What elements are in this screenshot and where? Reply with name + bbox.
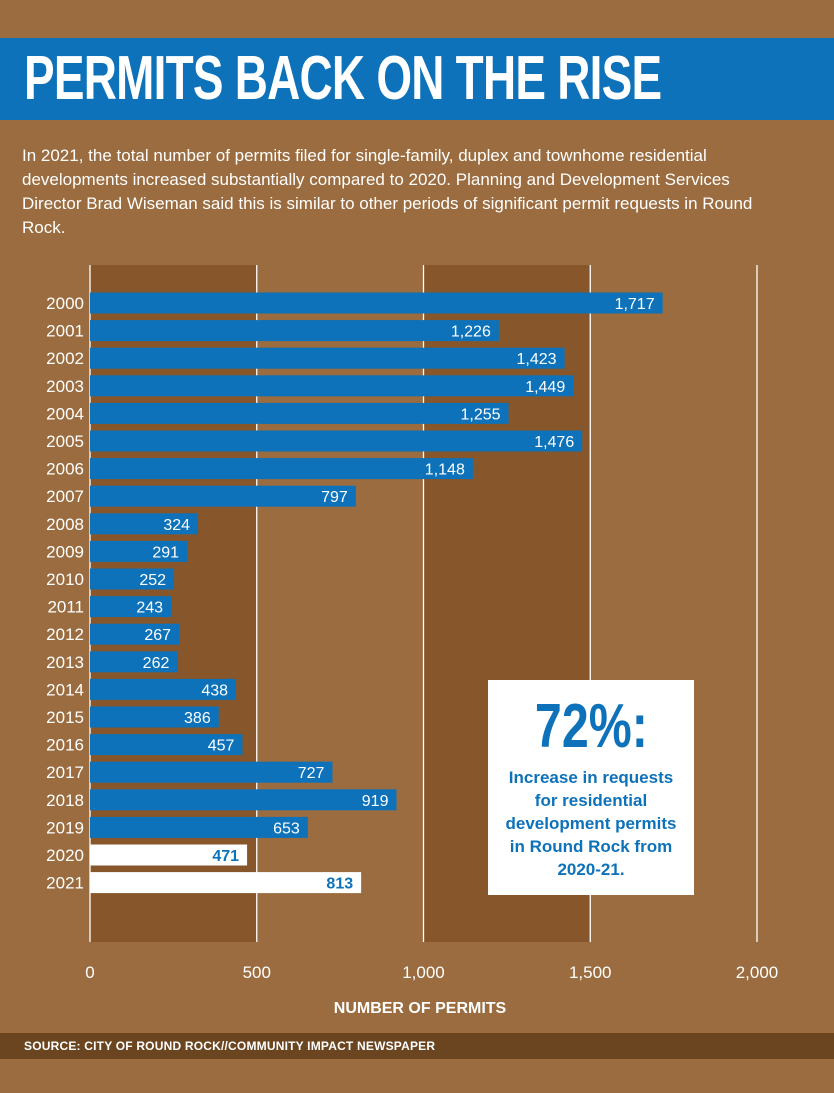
y-tick-label: 2021: [46, 874, 84, 893]
bar: [90, 623, 180, 645]
data-label: 1,148: [425, 462, 465, 479]
bar: [90, 568, 175, 590]
x-axis-title: NUMBER OF PERMITS: [334, 1000, 507, 1017]
data-label: 243: [136, 600, 163, 617]
bar: [90, 320, 499, 342]
data-label: 252: [139, 572, 166, 589]
y-tick-label: 2005: [46, 432, 84, 451]
y-tick-label: 2000: [46, 294, 84, 313]
data-label: 324: [163, 517, 190, 534]
bar: [90, 651, 178, 673]
x-tick-label: 0: [85, 963, 94, 982]
data-label: 1,255: [460, 406, 500, 423]
y-tick-label: 2003: [46, 377, 84, 396]
y-tick-label: 2019: [46, 818, 84, 837]
intro-text: In 2021, the total number of permits fil…: [22, 146, 753, 237]
title-band: [0, 38, 834, 120]
bar: [90, 734, 243, 756]
data-label: 1,423: [517, 351, 557, 368]
bar: [90, 485, 356, 507]
bar: [90, 540, 188, 562]
bar: [90, 872, 362, 894]
data-label: 457: [208, 738, 235, 755]
x-tick-label: 500: [243, 963, 271, 982]
bar: [90, 292, 663, 314]
y-tick-label: 2020: [46, 846, 84, 865]
bar: [90, 513, 199, 535]
source-band: [0, 1033, 834, 1059]
bar: [90, 816, 308, 838]
data-label: 1,717: [615, 296, 655, 313]
y-tick-label: 2001: [46, 322, 84, 341]
bar: [90, 678, 237, 700]
y-tick-label: 2009: [46, 542, 84, 561]
data-label: 919: [362, 793, 389, 810]
callout-value: 72%:: [534, 692, 648, 761]
data-label: 471: [212, 848, 239, 865]
y-tick-label: 2002: [46, 349, 84, 368]
y-tick-label: 2007: [46, 487, 84, 506]
data-label: 262: [143, 655, 170, 672]
y-tick-label: 2008: [46, 515, 84, 534]
bar: [90, 789, 397, 811]
data-label: 1,476: [534, 434, 574, 451]
x-tick-label: 1,500: [569, 963, 612, 982]
data-label: 727: [298, 765, 325, 782]
bar: [90, 706, 219, 728]
bar: [90, 761, 333, 783]
callout-text: Increase in requests for residential dev…: [505, 768, 677, 879]
stat-callout: 72%: Increase in requests for residentia…: [488, 680, 694, 895]
y-tick-label: 2006: [46, 460, 84, 479]
y-tick-label: 2004: [46, 404, 84, 423]
data-label: 813: [326, 876, 353, 893]
y-tick-label: 2018: [46, 791, 84, 810]
y-tick-label: 2016: [46, 736, 84, 755]
data-label: 291: [152, 544, 179, 561]
y-tick-label: 2010: [46, 570, 84, 589]
x-tick-label: 1,000: [402, 963, 445, 982]
bar: [90, 596, 172, 618]
bar: [90, 347, 565, 369]
data-label: 797: [321, 489, 348, 506]
y-tick-label: 2015: [46, 708, 84, 727]
bar-chart: 0 500 1,000 1,500 2,000 NUMBER OF PERMITS 2000…: [46, 265, 779, 1017]
chart-title: PERMITS BACK ON THE RISE: [24, 44, 662, 113]
y-tick-label: 2011: [47, 598, 84, 617]
bar: [90, 430, 583, 452]
data-label: 386: [184, 710, 211, 727]
bar: [90, 844, 248, 866]
y-tick-label: 2013: [46, 653, 84, 672]
bar: [90, 402, 509, 424]
bar: [90, 458, 473, 480]
data-label: 1,449: [525, 379, 565, 396]
data-label: 653: [273, 820, 300, 837]
y-tick-label: 2017: [46, 763, 84, 782]
y-tick-label: 2012: [46, 625, 84, 644]
data-label: 267: [144, 627, 171, 644]
y-tick-label: 2014: [46, 680, 84, 699]
source-note: SOURCE: CITY OF ROUND ROCK//COMMUNITY IM…: [24, 1039, 436, 1053]
bar: [90, 375, 574, 397]
data-label: 1,226: [451, 324, 491, 341]
x-tick-label: 2,000: [736, 963, 779, 982]
data-label: 438: [201, 682, 228, 699]
